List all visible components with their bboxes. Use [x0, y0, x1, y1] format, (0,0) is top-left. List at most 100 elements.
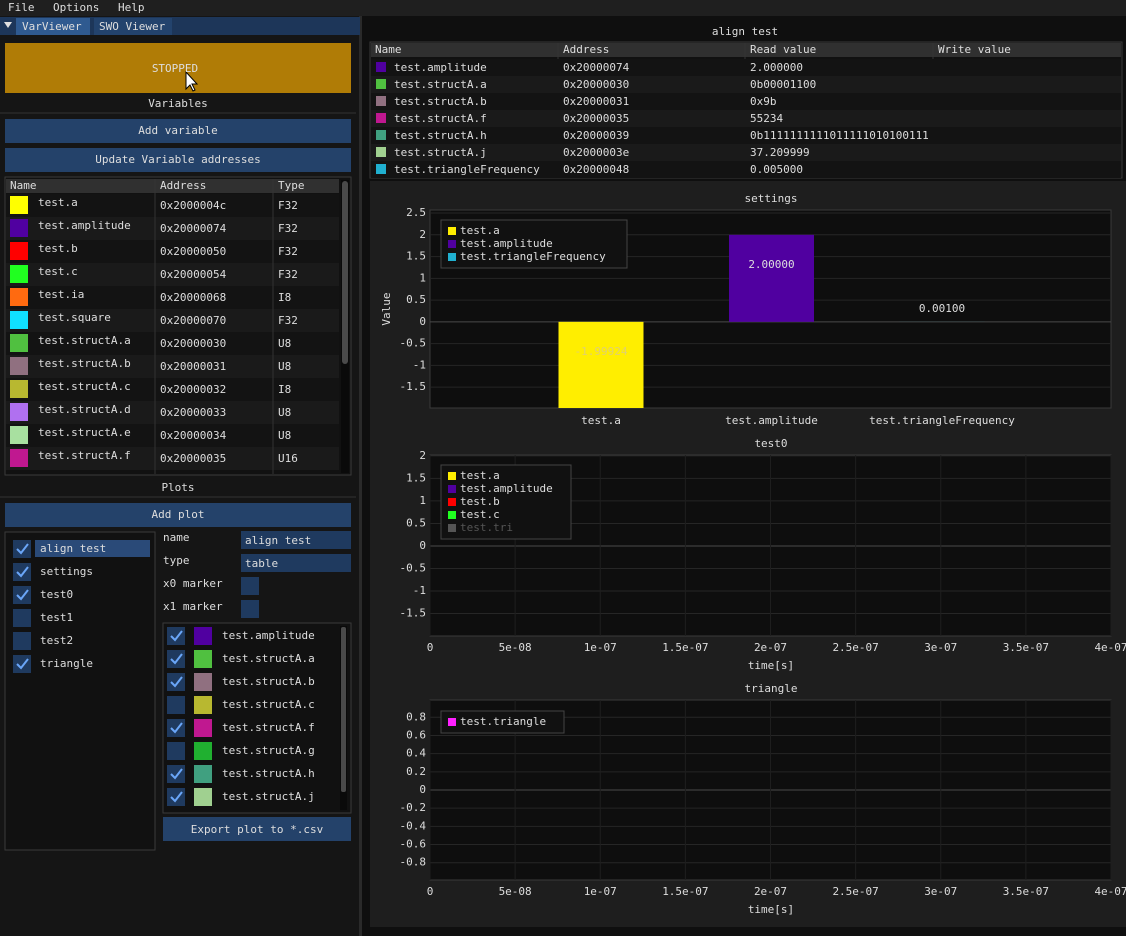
legend-swatch[interactable]: [448, 498, 456, 506]
color-swatch[interactable]: [10, 288, 28, 306]
color-swatch[interactable]: [10, 449, 28, 467]
legend-swatch[interactable]: [448, 227, 456, 235]
legend-swatch[interactable]: [448, 472, 456, 480]
checkbox[interactable]: [167, 627, 185, 645]
color-swatch[interactable]: [194, 788, 212, 806]
legend-swatch[interactable]: [448, 524, 456, 532]
legend-label[interactable]: test.a: [460, 469, 500, 482]
field-value[interactable]: table: [245, 557, 278, 570]
legend-swatch[interactable]: [448, 485, 456, 493]
legend-label[interactable]: test.triangle: [460, 715, 546, 728]
update-button[interactable]: [5, 148, 351, 172]
color-swatch[interactable]: [194, 696, 212, 714]
checkbox[interactable]: [167, 788, 185, 806]
checkbox[interactable]: [167, 673, 185, 691]
x-tick-label: 3e-07: [924, 885, 957, 898]
plot-name[interactable]: test2: [40, 634, 73, 647]
color-swatch[interactable]: [194, 627, 212, 645]
row-bg: [371, 93, 1121, 110]
variable-address: 0x20000068: [160, 291, 226, 304]
checkbox[interactable]: [13, 563, 31, 581]
checkbox[interactable]: [167, 650, 185, 668]
legend-label[interactable]: test.a: [460, 224, 500, 237]
scrollbar-thumb[interactable]: [342, 181, 348, 364]
field-value[interactable]: align test: [245, 534, 311, 547]
color-swatch[interactable]: [10, 403, 28, 421]
color-swatch[interactable]: [10, 357, 28, 375]
x1-checkbox[interactable]: [241, 600, 259, 618]
legend-swatch[interactable]: [448, 511, 456, 519]
color-swatch[interactable]: [10, 380, 28, 398]
checkbox[interactable]: [13, 586, 31, 604]
color-swatch[interactable]: [10, 242, 28, 260]
color-swatch[interactable]: [10, 334, 28, 352]
checkbox[interactable]: [13, 540, 31, 558]
checkmark: [16, 543, 29, 555]
menu-item[interactable]: Help: [118, 1, 145, 14]
legend-label[interactable]: test.tri: [460, 521, 513, 534]
menu-item[interactable]: Options: [53, 1, 99, 14]
color-swatch[interactable]: [10, 265, 28, 283]
legend-swatch[interactable]: [448, 240, 456, 248]
bars: [558, 234, 985, 408]
color-swatch[interactable]: [194, 650, 212, 668]
checkbox[interactable]: [167, 765, 185, 783]
plot-series-rows: test.amplitude test.structA.a test.structA…: [167, 627, 315, 806]
plot-name[interactable]: triangle: [40, 657, 93, 670]
color-swatch[interactable]: [10, 311, 28, 329]
color-swatch[interactable]: [10, 426, 28, 444]
legend-label[interactable]: test.triangleFrequency: [460, 250, 606, 263]
checkmark: [170, 791, 183, 803]
legend-label[interactable]: test.b: [460, 495, 500, 508]
menu-item[interactable]: File: [8, 1, 35, 14]
checkbox[interactable]: [13, 632, 31, 650]
y-tick-label: 0.5: [406, 516, 426, 529]
legend-swatch[interactable]: [448, 718, 456, 726]
color-swatch[interactable]: [10, 196, 28, 214]
plot-name[interactable]: test0: [40, 588, 73, 601]
checkbox[interactable]: [167, 696, 185, 714]
button-label[interactable]: Add variable: [138, 124, 217, 137]
checkbox[interactable]: [13, 655, 31, 673]
button-label[interactable]: Update Variable addresses: [95, 153, 261, 166]
variable-address: 0x20000070: [160, 314, 226, 327]
color-swatch[interactable]: [194, 673, 212, 691]
scrollbar-thumb[interactable]: [341, 627, 346, 792]
read-value: 0b1111111111011111010100111: [750, 129, 929, 142]
color-swatch[interactable]: [10, 219, 28, 237]
legend-label[interactable]: test.amplitude: [460, 237, 553, 250]
type-combo[interactable]: [241, 554, 351, 572]
tab-active[interactable]: [16, 18, 90, 35]
checkbox[interactable]: [167, 719, 185, 737]
button-label[interactable]: Add plot: [152, 508, 205, 521]
color-swatch[interactable]: [194, 742, 212, 760]
add-variable-button[interactable]: [5, 119, 351, 143]
tab[interactable]: [94, 18, 172, 35]
status-label[interactable]: STOPPED: [152, 62, 198, 75]
row-bg: [6, 447, 339, 470]
export-button[interactable]: [163, 817, 351, 841]
checkbox[interactable]: [13, 609, 31, 627]
legend-label[interactable]: test.c: [460, 508, 500, 521]
variable-type: F32: [278, 245, 298, 258]
checkbox[interactable]: [167, 742, 185, 760]
color-swatch[interactable]: [194, 719, 212, 737]
status-button-bg[interactable]: [5, 43, 351, 93]
plot-name[interactable]: align test: [40, 542, 106, 555]
name-input[interactable]: [241, 531, 351, 549]
tab-label[interactable]: SWO Viewer: [99, 20, 166, 33]
column-header: Name: [10, 179, 37, 192]
add-plot-button[interactable]: [5, 503, 351, 527]
plot-name[interactable]: settings: [40, 565, 93, 578]
x0-checkbox[interactable]: [241, 577, 259, 595]
legend-label[interactable]: test.amplitude: [460, 482, 553, 495]
legend-swatch[interactable]: [448, 253, 456, 261]
tab-label[interactable]: VarViewer: [22, 20, 82, 33]
splitter[interactable]: [359, 16, 362, 936]
collapse-arrow[interactable]: [4, 22, 12, 28]
button-label[interactable]: Export plot to *.csv: [191, 823, 324, 836]
plot-name[interactable]: test1: [40, 611, 73, 624]
x-tick-label: 0: [427, 885, 434, 898]
color-swatch[interactable]: [194, 765, 212, 783]
variable-address: 0x2000003e: [563, 146, 629, 159]
